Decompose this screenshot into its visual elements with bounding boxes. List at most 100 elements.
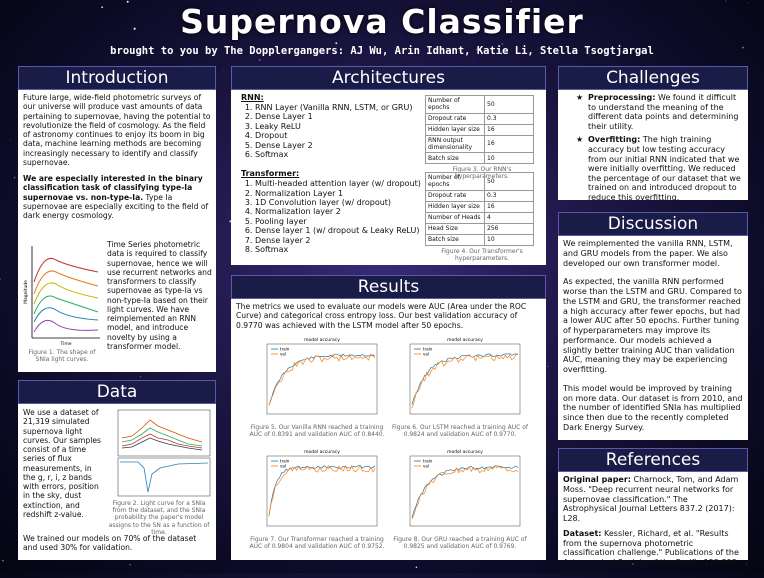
star [224, 71, 225, 72]
star [547, 366, 548, 367]
table-cell: 256 [485, 223, 534, 234]
text: The high training accuracy but low testi… [588, 135, 741, 202]
star [0, 279, 1, 280]
plot-title: model accuracy [304, 449, 340, 455]
table-cell: 50 [485, 173, 534, 191]
star [335, 42, 337, 44]
light-curve-figure [108, 408, 212, 498]
challenge-list: Preprocessing: We found it difficult to … [576, 93, 743, 203]
discussion-panel: We reimplemented the vanilla RNN, LSTM, … [558, 236, 748, 440]
table-cell: Batch size [426, 234, 485, 245]
list-item: Dense layer 1 (w/ dropout & Leaky ReLU) [255, 226, 426, 235]
figure-caption: Figure 7. Our Transformer reached a trai… [247, 536, 387, 550]
table-cell: Number of epochs [426, 96, 485, 114]
list-item: Dense Layer 2 [255, 141, 426, 150]
poster-subtitle: brought to you by The Dopplergangers: AJ… [0, 45, 764, 57]
list-item: Softmax [255, 245, 426, 254]
table-cell: Number of Heads [426, 212, 485, 223]
light-curve-figure: Magnitude Time [22, 242, 102, 348]
table-cell: 16 [485, 135, 534, 153]
axis-label: Magnitude [23, 280, 29, 304]
list-item: Normalization Layer 1 [255, 189, 426, 198]
bold-text: Overfitting: [588, 135, 640, 144]
section-heading: Introduction [18, 66, 216, 90]
layer-list: Multi-headed attention layer (w/ dropout… [241, 179, 426, 255]
plot-title: model accuracy [447, 337, 483, 343]
table-cell: Number of epochs [426, 173, 485, 191]
list-label: Transformer: [241, 169, 426, 179]
figure-caption: Figure 4. Our Transformer's hyperparamet… [425, 248, 539, 262]
legend-label: val [423, 352, 429, 357]
bold-text: Preprocessing: [588, 93, 655, 102]
star [130, 564, 131, 565]
figure-caption: Figure 6. Our LSTM reached a training AU… [390, 424, 530, 438]
data-panel: We use a dataset of 21,319 simulated sup… [18, 404, 216, 560]
list-label: RNN: [241, 93, 426, 103]
list-item: Preprocessing: We found it difficult to … [588, 93, 743, 131]
star [416, 566, 418, 568]
star [10, 140, 11, 141]
table-cell: 10 [485, 153, 534, 164]
list-item: Overfitting: The high training accuracy … [588, 135, 743, 202]
table-cell: Dropout rate [426, 190, 485, 201]
reference: Original paper: Charnock, Tom, and Adam … [563, 475, 743, 524]
paragraph: Future large, wide-field photometric sur… [23, 93, 211, 167]
table-cell: 50 [485, 96, 534, 114]
references-panel: Original paper: Charnock, Tom, and Adam … [558, 472, 748, 560]
bold-text: Dataset: [563, 529, 601, 538]
section-heading: Discussion [558, 212, 748, 236]
layer-list: RNN Layer (Vanilla RNN, LSTM, or GRU)Den… [241, 103, 426, 160]
figure-caption: Figure 2. Light curve for a SNIa from th… [106, 500, 212, 536]
table-cell: 16 [485, 124, 534, 135]
axis-label: Time [59, 341, 71, 347]
table-cell: Dropout rate [426, 113, 485, 124]
table-cell: 0.3 [485, 190, 534, 201]
paragraph: We use a dataset of 21,319 simulated sup… [23, 408, 105, 519]
paragraph: This model would be improved by training… [563, 384, 743, 433]
paragraph: The metrics we used to evaluate our mode… [236, 302, 541, 330]
list-item: Leaky ReLU [255, 122, 426, 131]
list-item: RNN Layer (Vanilla RNN, LSTM, or GRU) [255, 103, 426, 112]
plot-title: model accuracy [304, 337, 340, 343]
list-item: Multi-headed attention layer (w/ dropout… [255, 179, 426, 188]
paragraph: We reimplemented the vanilla RNN, LSTM, … [563, 239, 743, 268]
legend-label: val [423, 464, 429, 469]
challenges-panel: Preprocessing: We found it difficult to … [558, 90, 748, 200]
legend-label: val [280, 464, 286, 469]
architectures-panel: RNN: RNN Layer (Vanilla RNN, LSTM, or GR… [231, 90, 546, 265]
paragraph: We are especially interested in the bina… [23, 174, 211, 220]
table-cell: 0.3 [485, 113, 534, 124]
paragraph: Time Series photometric data is required… [107, 240, 213, 351]
list-item: 1D Convolution layer (w/ dropout) [255, 198, 426, 207]
bold-text: We are especially interested in the bina… [23, 174, 203, 202]
poster-title: Supernova Classifier [0, 2, 764, 41]
table-cell: Batch size [426, 153, 485, 164]
star [14, 177, 16, 179]
results-panel: The metrics we used to evaluate our mode… [231, 299, 546, 560]
legend-label: val [280, 352, 286, 357]
list-item: Dense layer 2 [255, 236, 426, 245]
section-heading: References [558, 448, 748, 472]
table-cell: Hidden layer size [426, 201, 485, 212]
list-item: Dropout [255, 131, 426, 140]
table-cell: 10 [485, 234, 534, 245]
introduction-panel: Future large, wide-field photometric sur… [18, 90, 216, 372]
list-item: Dense Layer 1 [255, 112, 426, 121]
figure-caption: Figure 8. Our GRU reached a training AUC… [390, 536, 530, 550]
table-cell: 4 [485, 212, 534, 223]
table-cell: Hidden layer size [426, 124, 485, 135]
